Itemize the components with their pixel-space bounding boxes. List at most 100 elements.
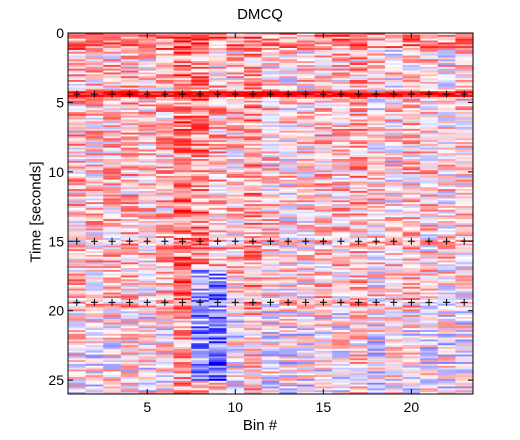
- heatmap-cell: [68, 277, 87, 280]
- heatmap-cell: [156, 64, 175, 68]
- heatmap-cell: [296, 151, 315, 154]
- heatmap-cell: [296, 369, 315, 372]
- heatmap-cell: [156, 157, 175, 160]
- heatmap-cell: [420, 36, 439, 40]
- heatmap-cell: [244, 264, 263, 267]
- heatmap-cell: [226, 335, 245, 338]
- heatmap-cell: [120, 367, 139, 370]
- heatmap-cell: [173, 252, 192, 256]
- heatmap-cell: [191, 388, 210, 391]
- heatmap-cell: [85, 104, 104, 107]
- heatmap-cell: [173, 181, 192, 184]
- heatmap-cell: [173, 363, 192, 367]
- heatmap-cell: [314, 200, 333, 203]
- heatmap-cell: [173, 36, 192, 40]
- heatmap-cell: [437, 222, 456, 226]
- heatmap-cell: [244, 331, 263, 335]
- heatmap-cell: [208, 324, 227, 327]
- heatmap-cell: [208, 189, 227, 192]
- heatmap-cell: [138, 252, 157, 256]
- heatmap-cell: [138, 183, 157, 186]
- heatmap-cell: [120, 175, 139, 179]
- heatmap-cell: [384, 221, 403, 224]
- heatmap-cell: [85, 343, 104, 346]
- heatmap-cell: [156, 213, 175, 216]
- event-marker: [108, 298, 116, 306]
- heatmap-cell: [191, 89, 210, 92]
- heatmap-cell: [191, 318, 210, 322]
- heatmap-cell: [261, 130, 280, 134]
- heatmap-cell: [156, 382, 175, 385]
- heatmap-cell: [173, 262, 192, 265]
- heatmap-cell: [156, 168, 175, 171]
- heatmap-cell: [103, 81, 122, 85]
- heatmap-cell: [332, 315, 351, 318]
- heatmap-cell: [138, 313, 157, 316]
- heatmap-cell: [332, 113, 351, 117]
- heatmap-cell: [332, 187, 351, 190]
- heatmap-cell: [332, 290, 351, 293]
- heatmap-cell: [156, 207, 175, 211]
- heatmap-cell: [367, 192, 386, 196]
- heatmap-cell: [120, 51, 139, 55]
- heatmap-cell: [191, 345, 210, 348]
- heatmap-cell: [261, 127, 280, 130]
- heatmap-cell: [455, 277, 474, 280]
- heatmap-cell: [349, 284, 368, 288]
- heatmap-cell: [296, 104, 315, 107]
- heatmap-cell: [226, 271, 245, 275]
- heatmap-cell: [138, 358, 157, 361]
- heatmap-cell: [226, 42, 245, 45]
- heatmap-cell: [156, 363, 175, 367]
- heatmap-cell: [156, 143, 175, 147]
- heatmap-cell: [384, 174, 403, 177]
- heatmap-cell: [103, 59, 122, 62]
- heatmap-cell: [420, 168, 439, 171]
- heatmap-cell: [208, 72, 227, 75]
- heatmap-cell: [208, 78, 227, 81]
- heatmap-cell: [314, 151, 333, 154]
- heatmap-cell: [244, 106, 263, 109]
- heatmap-cell: [402, 305, 421, 308]
- heatmap-cell: [244, 57, 263, 60]
- heatmap-cell: [226, 217, 245, 220]
- heatmap-cell: [384, 164, 403, 167]
- heatmap-cell: [420, 290, 439, 293]
- heatmap-cell: [349, 258, 368, 261]
- heatmap-cell: [138, 348, 157, 352]
- heatmap-cell: [261, 147, 280, 150]
- heatmap-cell: [367, 51, 386, 55]
- heatmap-cell: [332, 177, 351, 181]
- heatmap-cell: [332, 358, 351, 361]
- heatmap-cell: [120, 49, 139, 53]
- heatmap-cell: [402, 245, 421, 248]
- heatmap-cell: [244, 309, 263, 312]
- heatmap-cell: [349, 380, 368, 384]
- heatmap-cell: [226, 288, 245, 291]
- heatmap-cell: [314, 268, 333, 271]
- heatmap-cell: [208, 123, 227, 126]
- heatmap-cell: [120, 273, 139, 276]
- heatmap-cell: [68, 262, 87, 265]
- x-tick-label: 15: [316, 399, 332, 415]
- heatmap-cell: [384, 311, 403, 314]
- heatmap-cell: [384, 307, 403, 310]
- heatmap-cell: [332, 104, 351, 107]
- heatmap-cell: [420, 384, 439, 387]
- heatmap-cell: [85, 360, 104, 363]
- heatmap-cell: [208, 348, 227, 352]
- heatmap-cell: [349, 96, 368, 100]
- heatmap-cell: [103, 174, 122, 177]
- heatmap-cell: [208, 292, 227, 295]
- event-marker: [319, 298, 327, 306]
- heatmap-cell: [208, 313, 227, 316]
- heatmap-cell: [437, 100, 456, 103]
- heatmap-cell: [455, 320, 474, 323]
- heatmap-cell: [173, 147, 192, 150]
- heatmap-cell: [244, 271, 263, 275]
- heatmap-cell: [138, 175, 157, 179]
- heatmap-cell: [332, 68, 351, 71]
- heatmap-cell: [349, 251, 368, 254]
- heatmap-cell: [68, 63, 87, 66]
- heatmap-cell: [367, 371, 386, 374]
